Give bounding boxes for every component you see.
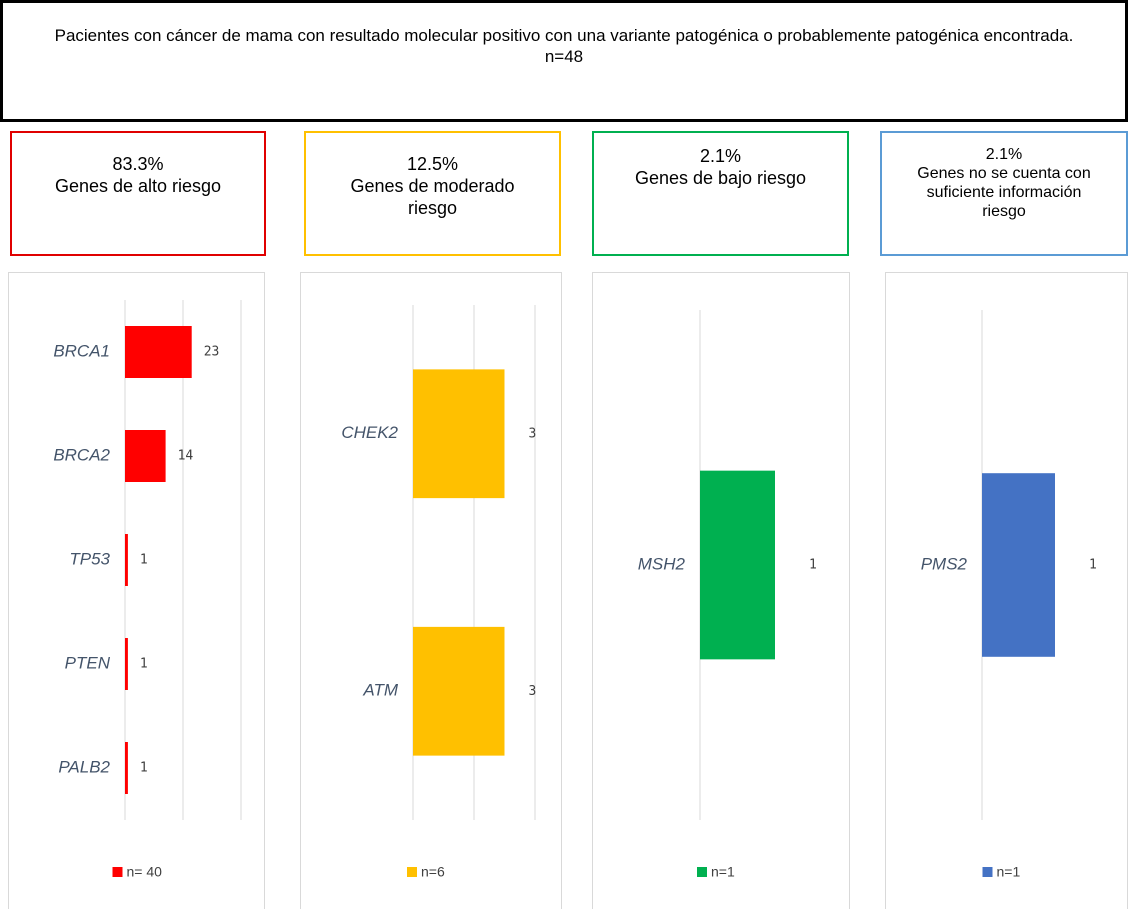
legend-label: n= 40 [127,864,163,880]
legend-label: n=1 [711,864,735,880]
group-label: Genes de alto riesgo [54,176,222,196]
legend-swatch [697,867,707,877]
header: Pacientes con cáncer de mama con resulta… [0,0,1128,122]
bar [125,326,192,378]
group-percent: 2.1% [985,146,1023,163]
category-label: BRCA2 [53,445,110,464]
header-subtitle: n=48 [544,47,584,66]
bar [982,473,1055,657]
bar [413,369,505,499]
category-label: PALB2 [58,757,110,776]
legend-swatch [112,867,123,877]
bar [125,430,166,482]
value-label: 1 [1089,558,1097,573]
chart-panel [8,272,265,909]
value-label: 14 [178,449,194,464]
legend-label: n=1 [997,864,1021,880]
legend-label: n=6 [421,864,445,880]
bar [413,626,505,756]
group-box: 2.1% Genes de bajo riesgo [592,131,849,256]
value-label: 23 [204,345,220,360]
header-title: Pacientes con cáncer de mama con resulta… [54,26,1074,45]
category-label: PMS2 [921,554,968,573]
value-label: 1 [809,558,817,573]
group-label: Genes no se cuenta con suficiente inform… [917,165,1091,220]
value-label: 1 [140,553,148,568]
group-box: 2.1% Genes no se cuenta con suficiente in… [880,131,1128,256]
legend-swatch [982,867,993,877]
value-label: 1 [140,761,148,776]
group-label: Genes de moderado riesgo [350,176,515,218]
category-label: TP53 [69,549,110,568]
legend-swatch [407,867,417,877]
group-box: 12.5% Genes de moderado riesgo [304,131,561,256]
group-percent: 12.5% [406,154,459,174]
bar [125,534,128,586]
category-label: MSH2 [638,554,686,573]
category-label: CHEK2 [341,423,398,442]
group-label: Genes de bajo riesgo [634,168,807,188]
value-label: 3 [529,426,537,441]
bar [125,742,128,794]
bar [700,470,775,660]
value-label: 3 [529,684,537,699]
chart-panel [300,272,562,909]
value-label: 1 [140,657,148,672]
category-label: BRCA1 [53,341,110,360]
bar [125,638,128,690]
category-label: ATM [362,681,398,700]
group-box: 83.3% Genes de alto riesgo [10,131,266,256]
chart-panel [592,272,850,909]
group-percent: 83.3% [112,154,164,174]
group-percent: 2.1% [699,146,742,166]
category-label: PTEN [65,653,111,672]
